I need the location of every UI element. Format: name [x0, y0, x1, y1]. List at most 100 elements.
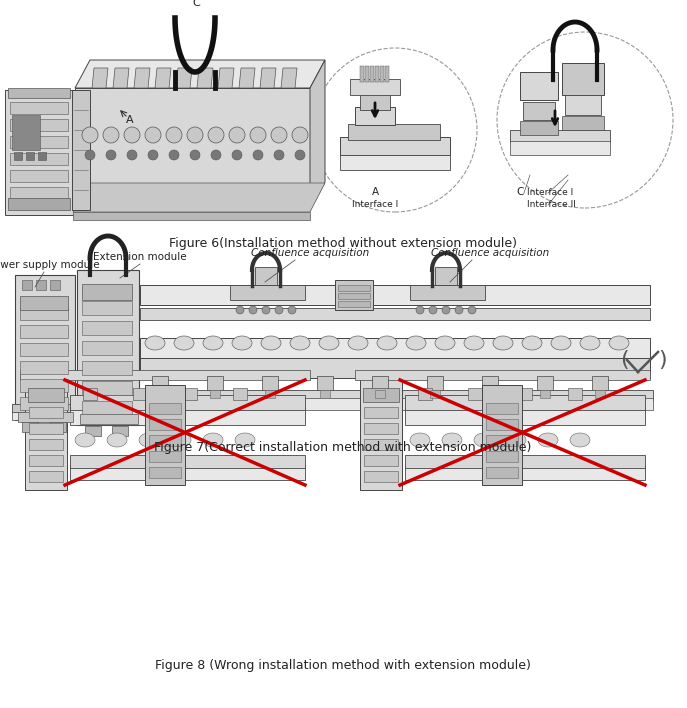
Bar	[335, 280, 373, 310]
Circle shape	[127, 150, 137, 160]
Text: Confluence acquisition: Confluence acquisition	[251, 248, 369, 258]
Bar	[523, 102, 555, 120]
Text: Extension module: Extension module	[93, 252, 187, 262]
Ellipse shape	[203, 336, 223, 350]
Bar	[50, 422, 66, 432]
Bar	[380, 66, 384, 82]
Bar	[210, 390, 220, 398]
Bar	[365, 66, 369, 82]
Bar	[317, 376, 333, 390]
Ellipse shape	[107, 433, 127, 447]
Text: Figure 7(Correct installation method with extension module): Figure 7(Correct installation method wit…	[155, 440, 532, 454]
Bar	[26, 152, 34, 160]
Polygon shape	[260, 68, 276, 88]
Bar	[230, 285, 305, 300]
Bar	[14, 152, 22, 160]
Bar	[320, 390, 330, 398]
Bar	[405, 455, 645, 468]
Circle shape	[85, 150, 95, 160]
Bar	[364, 471, 398, 482]
Circle shape	[288, 306, 296, 314]
Text: Power supply module: Power supply module	[0, 260, 100, 270]
Bar	[29, 471, 63, 482]
Bar	[25, 375, 67, 490]
Bar	[207, 376, 223, 390]
Bar	[405, 407, 645, 425]
Bar	[482, 376, 498, 390]
Polygon shape	[92, 68, 108, 88]
Polygon shape	[281, 68, 297, 88]
Bar	[28, 388, 64, 402]
Bar	[565, 95, 601, 115]
Bar	[20, 307, 68, 320]
Polygon shape	[310, 60, 325, 210]
Bar	[140, 308, 650, 320]
Ellipse shape	[435, 336, 455, 350]
Bar	[12, 412, 76, 420]
Text: ): )	[658, 350, 666, 370]
Ellipse shape	[232, 336, 252, 350]
Bar	[360, 66, 364, 82]
Bar	[348, 124, 440, 140]
Bar	[430, 390, 440, 398]
Ellipse shape	[171, 433, 191, 447]
Polygon shape	[218, 68, 234, 88]
Circle shape	[103, 127, 119, 143]
Circle shape	[169, 150, 179, 160]
Bar	[360, 375, 402, 490]
Circle shape	[262, 306, 270, 314]
Bar	[520, 72, 558, 100]
Bar	[486, 451, 518, 462]
Circle shape	[313, 48, 477, 212]
Bar	[340, 155, 450, 170]
Polygon shape	[113, 68, 129, 88]
Ellipse shape	[506, 433, 526, 447]
Bar	[8, 88, 70, 98]
Circle shape	[455, 306, 463, 314]
Bar	[29, 455, 63, 466]
Bar	[82, 381, 132, 395]
Bar	[149, 435, 181, 446]
Bar	[486, 419, 518, 430]
Bar	[385, 66, 389, 82]
Text: Figure 6(Installation method without extension module): Figure 6(Installation method without ext…	[169, 237, 517, 251]
Circle shape	[82, 127, 98, 143]
Polygon shape	[75, 88, 310, 210]
Bar	[20, 370, 310, 380]
Circle shape	[275, 306, 283, 314]
Bar	[510, 130, 610, 142]
Bar	[135, 398, 653, 410]
Ellipse shape	[145, 336, 165, 350]
Polygon shape	[239, 68, 255, 88]
Bar	[149, 403, 181, 414]
Bar	[468, 388, 482, 400]
Circle shape	[211, 150, 221, 160]
Bar	[372, 376, 388, 390]
Bar	[562, 63, 604, 95]
Bar	[82, 401, 132, 415]
Ellipse shape	[609, 336, 629, 350]
Circle shape	[249, 306, 257, 314]
Bar	[29, 407, 63, 418]
Bar	[20, 397, 68, 410]
Bar	[375, 66, 379, 82]
Bar	[36, 280, 46, 290]
Text: Interface II: Interface II	[527, 200, 576, 209]
Polygon shape	[75, 60, 325, 88]
Circle shape	[274, 150, 284, 160]
Ellipse shape	[377, 336, 397, 350]
Ellipse shape	[290, 336, 310, 350]
Bar	[12, 115, 40, 150]
Bar	[149, 467, 181, 478]
Bar	[82, 284, 132, 300]
Bar	[22, 422, 38, 432]
Bar	[133, 388, 147, 400]
Bar	[82, 341, 132, 355]
Ellipse shape	[580, 336, 600, 350]
Ellipse shape	[319, 336, 339, 350]
Bar	[50, 280, 60, 290]
Bar	[8, 198, 70, 210]
Bar	[22, 280, 32, 290]
Circle shape	[253, 150, 263, 160]
Bar	[427, 376, 443, 390]
